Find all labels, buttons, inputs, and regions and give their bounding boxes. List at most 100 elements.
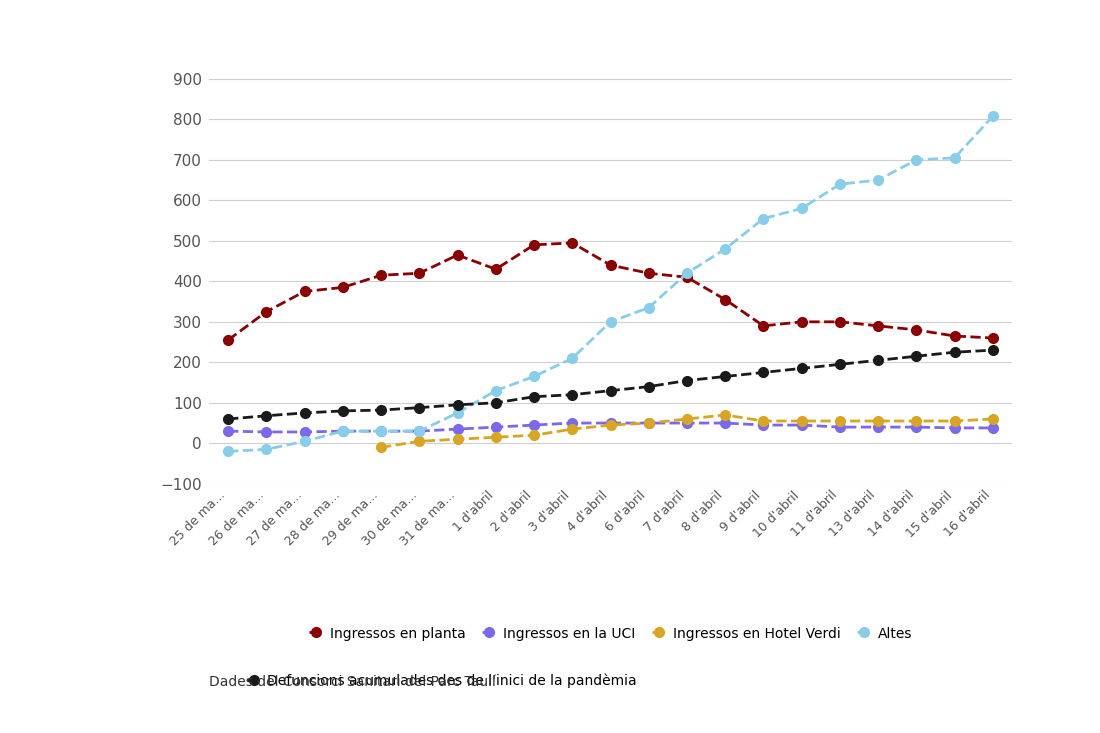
Ingressos en la UCI [795, 421, 808, 430]
Text: Dades del Consorci Sanitari del Parc Taulí: Dades del Consorci Sanitari del Parc Tau… [209, 675, 496, 689]
Ingressos en Hotel Verdi [948, 416, 961, 425]
Defuncions acumulades des de l'inici de la pandèmia [681, 376, 694, 385]
Ingressos en la UCI [451, 424, 464, 433]
Ingressos en Hotel Verdi [757, 416, 770, 425]
Ingressos en Hotel Verdi [642, 419, 656, 427]
Ingressos en planta [795, 317, 808, 326]
Defuncions acumulades des de l'inici de la pandèmia [757, 368, 770, 377]
Altes [642, 303, 656, 312]
Altes [298, 437, 311, 446]
Ingressos en Hotel Verdi [565, 424, 579, 433]
Ingressos en planta [337, 283, 350, 292]
Altes [795, 204, 808, 213]
Altes [451, 408, 464, 417]
Ingressos en la UCI [298, 427, 311, 436]
Ingressos en la UCI [948, 424, 961, 432]
Ingressos en planta [642, 269, 656, 278]
Ingressos en Hotel Verdi [871, 416, 884, 425]
Ingressos en planta [604, 261, 617, 270]
Ingressos en Hotel Verdi [987, 415, 1000, 424]
Altes [412, 427, 426, 435]
Defuncions acumulades des de l'inici de la pandèmia [871, 356, 884, 365]
Defuncions acumulades des de l'inici de la pandèmia [565, 390, 579, 399]
Altes [757, 214, 770, 223]
Ingressos en planta [718, 295, 732, 304]
Ingressos en Hotel Verdi [604, 421, 617, 430]
Ingressos en planta [451, 251, 464, 259]
Ingressos en Hotel Verdi [527, 431, 540, 440]
Ingressos en Hotel Verdi [834, 416, 847, 425]
Altes [718, 245, 732, 254]
Ingressos en planta [374, 271, 387, 280]
Altes [490, 386, 503, 395]
Ingressos en la UCI [757, 421, 770, 430]
Line: Ingressos en la UCI: Ingressos en la UCI [223, 419, 998, 437]
Ingressos en planta [527, 240, 540, 249]
Defuncions acumulades des de l'inici de la pandèmia [795, 364, 808, 373]
Ingressos en la UCI [718, 419, 732, 427]
Defuncions acumulades des de l'inici de la pandèmia [910, 352, 923, 361]
Ingressos en Hotel Verdi [795, 416, 808, 425]
Ingressos en planta [260, 307, 273, 316]
Ingressos en la UCI [987, 424, 1000, 432]
Ingressos en la UCI [412, 427, 426, 435]
Ingressos en la UCI [565, 419, 579, 427]
Altes [987, 111, 1000, 120]
Ingressos en la UCI [834, 423, 847, 432]
Altes [565, 354, 579, 363]
Line: Defuncions acumulades des de l'inici de la pandèmia: Defuncions acumulades des de l'inici de … [223, 345, 998, 424]
Altes [374, 427, 387, 435]
Ingressos en Hotel Verdi [681, 415, 694, 424]
Line: Altes: Altes [223, 111, 998, 456]
Ingressos en planta [565, 238, 579, 247]
Ingressos en planta [987, 334, 1000, 342]
Ingressos en planta [298, 287, 311, 296]
Ingressos en la UCI [260, 427, 273, 436]
Ingressos en la UCI [681, 419, 694, 427]
Altes [260, 445, 273, 454]
Defuncions acumulades des de l'inici de la pandèmia [260, 411, 273, 420]
Altes [681, 269, 694, 278]
Defuncions acumulades des de l'inici de la pandèmia [948, 347, 961, 356]
Altes [337, 427, 350, 435]
Altes [527, 372, 540, 381]
Ingressos en planta [910, 325, 923, 334]
Altes [910, 155, 923, 164]
Ingressos en planta [681, 273, 694, 281]
Ingressos en Hotel Verdi [490, 432, 503, 441]
Altes [221, 447, 234, 456]
Ingressos en la UCI [527, 421, 540, 430]
Defuncions acumulades des de l'inici de la pandèmia [718, 372, 732, 381]
Ingressos en planta [221, 336, 234, 345]
Defuncions acumulades des de l'inici de la pandèmia [337, 407, 350, 416]
Altes [871, 176, 884, 185]
Defuncions acumulades des de l'inici de la pandèmia [221, 415, 234, 424]
Ingressos en planta [871, 322, 884, 331]
Ingressos en Hotel Verdi [718, 410, 732, 419]
Ingressos en Hotel Verdi [910, 416, 923, 425]
Ingressos en Hotel Verdi [412, 437, 426, 446]
Line: Ingressos en planta: Ingressos en planta [223, 238, 998, 345]
Ingressos en planta [834, 317, 847, 326]
Legend: Defuncions acumulades des de l'inici de la pandèmia: Defuncions acumulades des de l'inici de … [246, 674, 637, 688]
Defuncions acumulades des de l'inici de la pandèmia [374, 405, 387, 414]
Line: Ingressos en Hotel Verdi: Ingressos en Hotel Verdi [376, 410, 998, 452]
Defuncions acumulades des de l'inici de la pandèmia [298, 408, 311, 417]
Altes [834, 180, 847, 188]
Ingressos en planta [490, 265, 503, 273]
Defuncions acumulades des de l'inici de la pandèmia [642, 382, 656, 391]
Ingressos en la UCI [337, 427, 350, 435]
Ingressos en planta [757, 322, 770, 331]
Ingressos en la UCI [604, 419, 617, 427]
Ingressos en la UCI [490, 423, 503, 432]
Defuncions acumulades des de l'inici de la pandèmia [987, 346, 1000, 355]
Ingressos en Hotel Verdi [451, 435, 464, 443]
Ingressos en la UCI [642, 419, 656, 427]
Ingressos en planta [948, 331, 961, 340]
Ingressos en la UCI [871, 423, 884, 432]
Defuncions acumulades des de l'inici de la pandèmia [490, 399, 503, 408]
Altes [604, 317, 617, 326]
Ingressos en planta [412, 269, 426, 278]
Ingressos en Hotel Verdi [374, 443, 387, 452]
Ingressos en la UCI [221, 427, 234, 435]
